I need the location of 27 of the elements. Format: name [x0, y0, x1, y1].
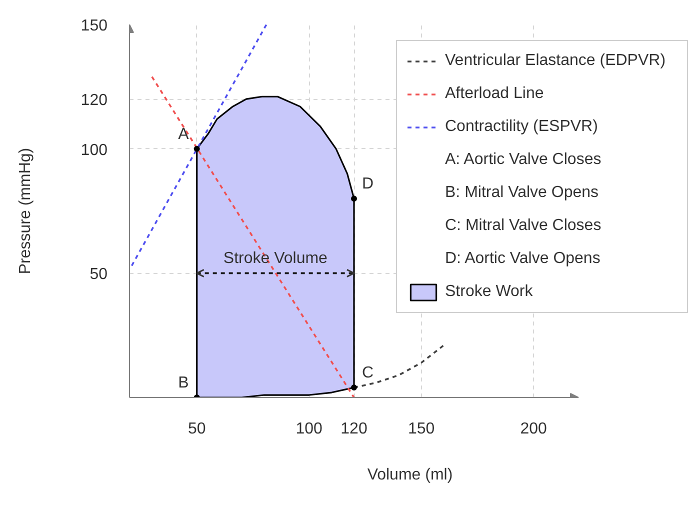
x-axis-title: Volume (ml) [367, 466, 453, 484]
y-tick-label: 50 [90, 266, 108, 284]
y-tick-label: 120 [80, 92, 108, 110]
x-tick-label: 50 [188, 420, 206, 438]
annotation: A: Aortic Valve Closes [445, 150, 602, 170]
legend-label: Afterload Line [445, 84, 545, 104]
annotation: D [362, 176, 374, 193]
y-axis-title: Pressure (mmHg) [16, 148, 34, 274]
x-tick-label: 200 [520, 420, 548, 438]
legend-label: Stroke Work [445, 282, 534, 302]
annotation: C [362, 364, 374, 382]
annotation: Stroke Volume [223, 250, 328, 268]
x-tick-label: 120 [340, 420, 368, 438]
legend-label: Contractility (ESPVR) [445, 117, 599, 137]
annotation: A [178, 126, 190, 143]
y-tick-label: 100 [80, 142, 108, 159]
annotation: B [178, 374, 189, 392]
legend-label: Ventricular Elastance (EDPVR) [445, 51, 667, 71]
point [194, 146, 200, 152]
y-tick-label: 150 [80, 18, 108, 34]
annotation: D: Aortic Valve Opens [445, 249, 602, 269]
point [351, 196, 357, 202]
x-tick-label: 100 [296, 420, 323, 438]
point [351, 384, 357, 391]
annotation: B: Mitral Valve Opens [445, 183, 600, 203]
x-tick-label: 150 [408, 420, 435, 438]
annotation: C: Mitral Valve Closes [445, 216, 602, 236]
